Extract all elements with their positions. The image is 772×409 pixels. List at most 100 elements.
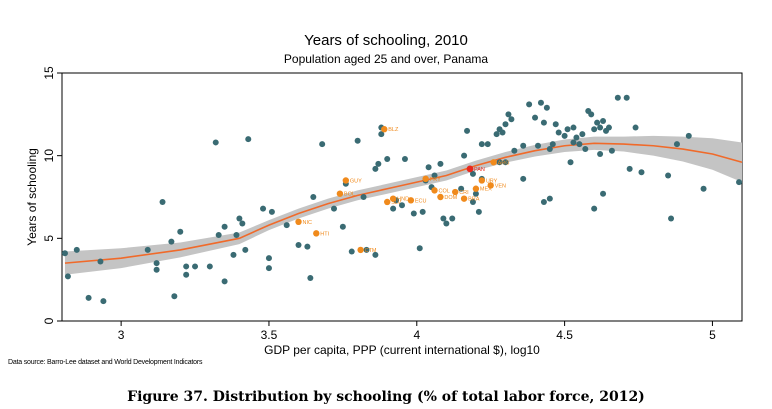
data-point bbox=[437, 160, 444, 167]
labeled-point bbox=[472, 185, 480, 192]
data-point bbox=[484, 141, 491, 148]
data-point bbox=[573, 134, 580, 141]
data-point bbox=[685, 132, 692, 139]
data-point bbox=[449, 215, 456, 222]
point-label: ECU bbox=[415, 198, 427, 204]
labeled-point bbox=[452, 188, 459, 196]
data-point bbox=[212, 139, 219, 146]
point-label: HND bbox=[397, 197, 409, 203]
data-point bbox=[469, 170, 476, 177]
labeled-point bbox=[487, 182, 494, 189]
data-point bbox=[265, 255, 272, 262]
data-point bbox=[461, 152, 468, 159]
x-tick-label: 4.5 bbox=[556, 328, 573, 342]
data-point bbox=[475, 208, 482, 215]
highlight-label: PAN bbox=[474, 167, 485, 173]
data-point bbox=[594, 119, 601, 126]
point-label: MEX bbox=[480, 187, 492, 193]
data-point bbox=[416, 245, 423, 252]
data-point bbox=[378, 131, 385, 138]
x-tick-label: 3 bbox=[118, 328, 125, 342]
labeled-point bbox=[407, 197, 415, 204]
data-point bbox=[242, 246, 249, 253]
data-point bbox=[401, 155, 408, 162]
data-point bbox=[591, 205, 598, 212]
point-label: DOM bbox=[444, 195, 457, 201]
data-point bbox=[245, 136, 252, 143]
data-point bbox=[499, 129, 506, 136]
data-point bbox=[153, 266, 160, 273]
labeled-point bbox=[357, 246, 364, 254]
x-axis: 3 3.5 4 4.5 5 bbox=[118, 321, 716, 342]
data-point bbox=[215, 232, 222, 239]
point-label: NIC bbox=[303, 220, 313, 226]
data-point bbox=[268, 208, 275, 215]
labeled-point bbox=[422, 175, 429, 183]
data-point bbox=[168, 238, 175, 245]
data-point bbox=[458, 185, 465, 192]
data-point bbox=[600, 117, 607, 124]
data-point bbox=[319, 141, 326, 148]
data-point bbox=[537, 99, 544, 106]
data-point bbox=[183, 271, 190, 278]
fit-line bbox=[64, 142, 743, 264]
data-point bbox=[230, 251, 237, 258]
data-point bbox=[363, 246, 370, 253]
data-point bbox=[144, 246, 151, 253]
data-source-note: Data source: Barro-Lee dataset and World… bbox=[8, 359, 203, 366]
data-point bbox=[673, 141, 680, 148]
data-point bbox=[354, 137, 361, 144]
data-point bbox=[431, 172, 438, 179]
data-point bbox=[570, 139, 577, 146]
data-point bbox=[265, 265, 272, 272]
labeled-point bbox=[381, 126, 388, 133]
labeled-point bbox=[437, 193, 444, 201]
y-tick-label: 0 bbox=[42, 317, 56, 324]
data-point bbox=[443, 220, 450, 227]
data-point bbox=[543, 104, 550, 111]
data-point bbox=[307, 275, 314, 282]
data-point bbox=[399, 202, 405, 209]
figure-caption: Figure 37. Distribution by schooling (% … bbox=[127, 389, 645, 405]
chart-title: Years of schooling, 2010 bbox=[304, 32, 468, 49]
data-point bbox=[614, 94, 621, 101]
data-point bbox=[540, 119, 547, 126]
data-point bbox=[206, 263, 213, 270]
point-label: VEN bbox=[495, 183, 506, 189]
highlight-point bbox=[466, 165, 474, 173]
point-label: ARG bbox=[498, 160, 510, 166]
data-point bbox=[549, 141, 556, 148]
data-point bbox=[478, 141, 485, 148]
data-point bbox=[390, 205, 397, 212]
data-point bbox=[97, 258, 104, 265]
data-point bbox=[567, 159, 574, 166]
labeled-point bbox=[389, 195, 397, 202]
data-point bbox=[564, 126, 571, 133]
point-label: GUY bbox=[350, 178, 362, 184]
data-point bbox=[159, 198, 166, 205]
labeled-point bbox=[336, 190, 344, 197]
point-label: HTI bbox=[320, 231, 329, 237]
point-label: BLZ bbox=[388, 127, 399, 133]
data-point bbox=[171, 293, 178, 300]
data-point bbox=[85, 294, 92, 301]
x-tick-label: 3.5 bbox=[261, 328, 278, 342]
y-axis-label: Years of schooling bbox=[25, 148, 39, 246]
data-point bbox=[665, 172, 672, 179]
data-point bbox=[348, 248, 355, 255]
data-point bbox=[239, 220, 246, 227]
data-point bbox=[605, 124, 612, 131]
data-point bbox=[464, 127, 471, 134]
data-point bbox=[183, 263, 190, 270]
data-point bbox=[552, 121, 559, 128]
data-point bbox=[579, 131, 586, 138]
data-point bbox=[295, 241, 302, 248]
data-point bbox=[597, 151, 604, 158]
labeled-point bbox=[295, 218, 302, 225]
data-point bbox=[233, 232, 240, 239]
data-point bbox=[61, 250, 68, 257]
data-point bbox=[555, 129, 562, 136]
data-point bbox=[508, 116, 515, 123]
data-point bbox=[623, 94, 630, 101]
data-point bbox=[632, 124, 639, 131]
